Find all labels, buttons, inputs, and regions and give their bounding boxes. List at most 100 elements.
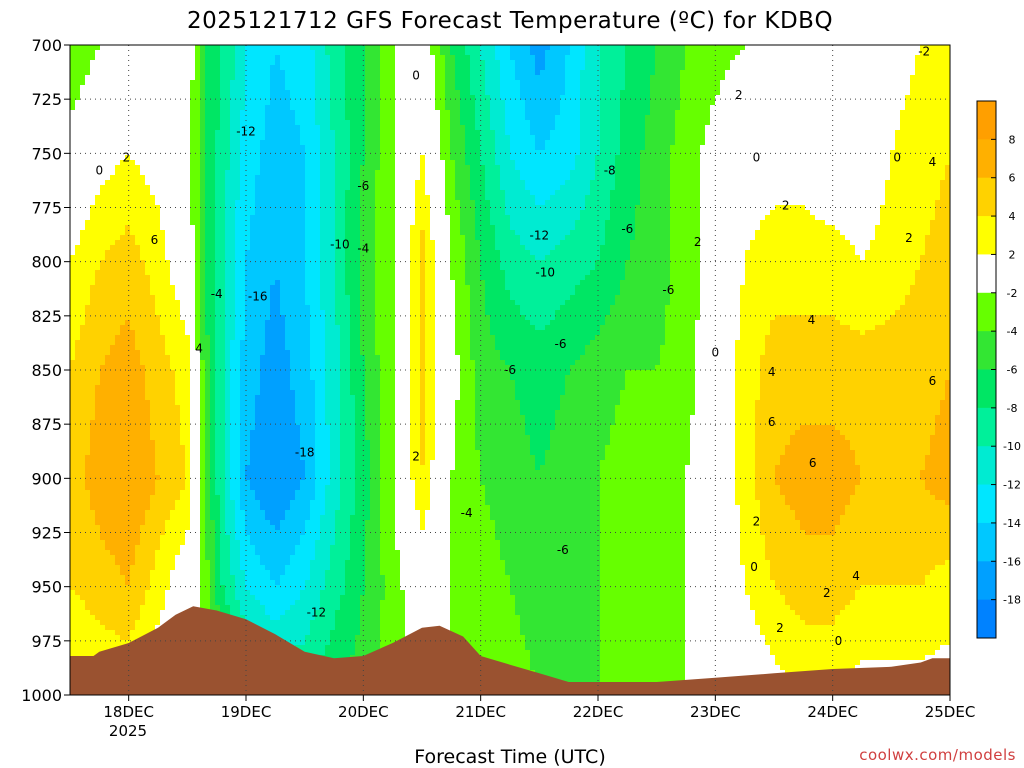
temperature-cell <box>290 155 296 161</box>
temperature-cell <box>590 170 596 176</box>
temperature-cell <box>160 130 166 136</box>
temperature-cell <box>275 150 281 156</box>
temperature-cell <box>285 160 291 166</box>
temperature-cell <box>825 80 831 86</box>
temperature-cell <box>520 75 526 81</box>
temperature-cell <box>685 140 691 146</box>
temperature-cell <box>455 145 461 151</box>
temperature-cell <box>510 115 516 121</box>
temperature-cell <box>905 45 911 51</box>
temperature-cell <box>185 80 191 86</box>
temperature-cell <box>570 120 576 126</box>
temperature-cell <box>875 165 881 171</box>
temperature-cell <box>735 125 741 131</box>
temperature-cell <box>450 125 456 131</box>
temperature-cell <box>155 160 161 166</box>
temperature-cell <box>365 140 371 146</box>
temperature-cell <box>90 90 96 96</box>
temperature-cell <box>620 65 626 71</box>
temperature-cell <box>825 160 831 166</box>
temperature-cell <box>325 105 331 111</box>
temperature-cell <box>900 120 906 126</box>
temperature-cell <box>695 50 701 56</box>
temperature-cell <box>885 65 891 71</box>
temperature-cell <box>195 125 201 131</box>
temperature-cell <box>800 65 806 71</box>
temperature-cell <box>855 130 861 136</box>
temperature-cell <box>220 110 226 116</box>
temperature-cell <box>535 60 541 66</box>
temperature-cell <box>725 120 731 126</box>
temperature-cell <box>415 145 421 151</box>
temperature-cell <box>905 100 911 106</box>
temperature-cell <box>280 180 286 186</box>
temperature-cell <box>320 55 326 61</box>
temperature-cell <box>350 150 356 156</box>
temperature-cell <box>615 115 621 121</box>
temperature-cell <box>910 180 916 186</box>
temperature-cell <box>70 120 76 126</box>
temperature-cell <box>650 55 656 61</box>
temperature-cell <box>130 55 136 61</box>
temperature-cell <box>215 145 221 151</box>
temperature-cell <box>850 145 856 151</box>
temperature-cell <box>570 145 576 151</box>
temperature-cell <box>425 70 431 76</box>
temperature-cell <box>150 110 156 116</box>
temperature-cell <box>320 175 326 181</box>
temperature-cell <box>540 115 546 121</box>
temperature-cell <box>95 120 101 126</box>
temperature-cell <box>130 140 136 146</box>
temperature-cell <box>660 150 666 156</box>
temperature-cell <box>140 105 146 111</box>
temperature-cell <box>605 155 611 161</box>
temperature-cell <box>325 75 331 81</box>
temperature-cell <box>115 115 121 121</box>
temperature-cell <box>820 100 826 106</box>
temperature-cell <box>140 60 146 66</box>
temperature-cell <box>680 170 686 176</box>
temperature-cell <box>170 160 176 166</box>
temperature-cell <box>620 165 626 171</box>
temperature-cell <box>610 120 616 126</box>
temperature-cell <box>540 125 546 131</box>
temperature-cell <box>590 55 596 61</box>
temperature-cell <box>85 90 91 96</box>
temperature-cell <box>130 115 136 121</box>
temperature-cell <box>320 110 326 116</box>
temperature-cell <box>400 100 406 106</box>
temperature-cell <box>515 160 521 166</box>
temperature-cell <box>465 165 471 171</box>
temperature-cell <box>100 125 106 131</box>
temperature-cell <box>450 150 456 156</box>
temperature-cell <box>415 130 421 136</box>
temperature-cell <box>800 130 806 136</box>
temperature-cell <box>735 140 741 146</box>
temperature-cell <box>655 100 661 106</box>
temperature-cell <box>405 115 411 121</box>
temperature-cell <box>740 70 746 76</box>
temperature-cell <box>485 160 491 166</box>
temperature-cell <box>210 100 216 106</box>
temperature-cell <box>340 145 346 151</box>
temperature-cell <box>175 70 181 76</box>
temperature-cell <box>415 170 421 176</box>
temperature-cell <box>500 180 506 186</box>
temperature-cell <box>845 100 851 106</box>
temperature-cell <box>860 170 866 176</box>
temperature-cell <box>290 120 296 126</box>
temperature-cell <box>695 55 701 61</box>
temperature-cell <box>635 125 641 131</box>
temperature-cell <box>200 160 206 166</box>
temperature-cell <box>320 75 326 81</box>
temperature-cell <box>780 100 786 106</box>
temperature-cell <box>330 60 336 66</box>
temperature-cell <box>775 75 781 81</box>
temperature-cell <box>305 115 311 121</box>
temperature-cell <box>190 145 196 151</box>
temperature-cell <box>665 135 671 141</box>
temperature-cell <box>190 60 196 66</box>
temperature-cell <box>660 95 666 101</box>
temperature-cell <box>85 115 91 121</box>
temperature-cell <box>390 185 396 191</box>
